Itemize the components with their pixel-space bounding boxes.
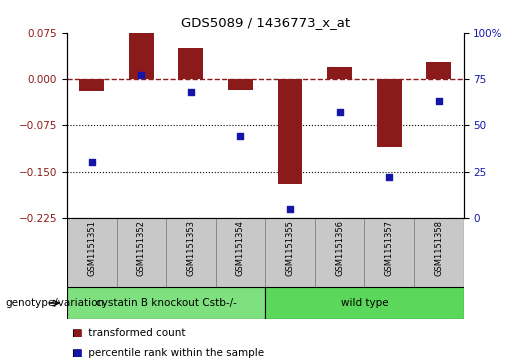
Bar (315, 218, 365, 287)
Text: ■  percentile rank within the sample: ■ percentile rank within the sample (72, 347, 264, 358)
Bar (67, 287, 265, 319)
Bar (179, 48, 203, 79)
Text: GSM1151354: GSM1151354 (236, 220, 245, 276)
Point (137, 72, 145, 78)
Point (236, 134, 245, 139)
Bar (116, 218, 166, 287)
Text: GSM1151358: GSM1151358 (434, 220, 443, 276)
Point (385, 174, 393, 180)
Point (335, 109, 344, 115)
Text: ■: ■ (72, 327, 82, 338)
Text: genotype/variation: genotype/variation (5, 298, 104, 308)
Text: GSM1151351: GSM1151351 (87, 220, 96, 276)
Text: ■: ■ (72, 347, 82, 358)
Text: GSM1151356: GSM1151356 (335, 220, 344, 276)
Bar (365, 218, 414, 287)
Text: wild type: wild type (340, 298, 388, 308)
Bar (67, 218, 116, 287)
Title: GDS5089 / 1436773_x_at: GDS5089 / 1436773_x_at (181, 16, 350, 29)
Bar (377, 79, 402, 147)
Bar (327, 67, 352, 79)
Bar (414, 218, 464, 287)
Text: GSM1151353: GSM1151353 (186, 220, 195, 276)
Point (187, 89, 195, 95)
Bar (278, 79, 302, 184)
Point (88, 159, 96, 165)
Bar (166, 218, 216, 287)
Text: GSM1151355: GSM1151355 (285, 220, 295, 276)
Text: cystatin B knockout Cstb-/-: cystatin B knockout Cstb-/- (96, 298, 236, 308)
Text: ■  transformed count: ■ transformed count (72, 327, 185, 338)
Bar (228, 79, 253, 90)
Bar (79, 79, 104, 91)
Bar (426, 62, 451, 79)
Bar (265, 218, 315, 287)
Text: GSM1151357: GSM1151357 (385, 220, 393, 276)
Bar (129, 33, 153, 79)
Point (435, 98, 443, 104)
Bar (265, 287, 464, 319)
Text: GSM1151352: GSM1151352 (137, 220, 146, 276)
Point (286, 205, 294, 211)
Bar (216, 218, 265, 287)
